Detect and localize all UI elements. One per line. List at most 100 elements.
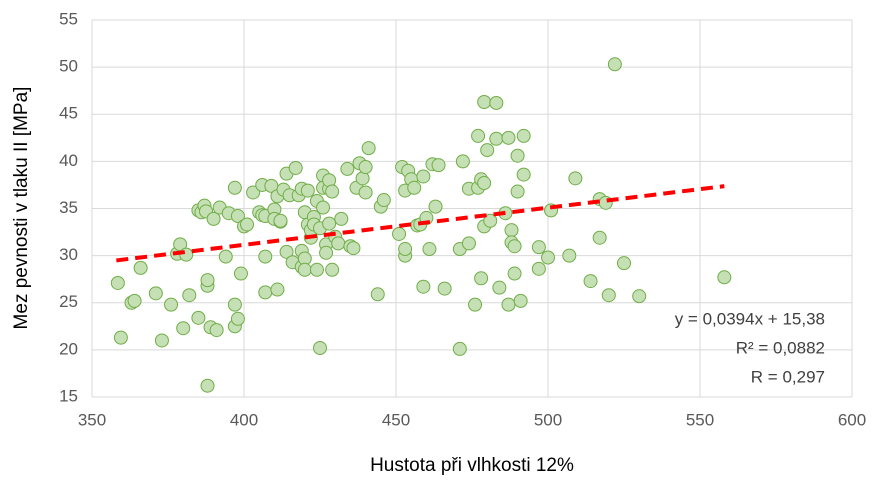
annotation: R = 0,297: [751, 367, 825, 386]
point: [407, 180, 422, 195]
point: [113, 330, 128, 345]
y-tick-label: 15: [59, 386, 78, 405]
point: [507, 266, 522, 281]
y-tick-label: 40: [59, 151, 78, 170]
point: [392, 226, 407, 241]
point: [568, 171, 583, 186]
point: [230, 311, 245, 326]
point: [164, 297, 179, 312]
point: [477, 94, 492, 109]
point: [297, 262, 312, 277]
point: [510, 184, 525, 199]
point: [133, 260, 148, 275]
point: [110, 275, 125, 290]
point: [370, 287, 385, 302]
point: [340, 161, 355, 176]
point: [431, 158, 446, 173]
y-tick-label: 45: [59, 104, 78, 123]
point: [209, 323, 224, 338]
point: [179, 247, 194, 262]
point: [200, 378, 215, 393]
point: [489, 131, 504, 146]
point: [398, 242, 413, 257]
point: [601, 288, 616, 303]
point: [562, 248, 577, 263]
point: [346, 241, 361, 256]
x-tick-label: 550: [686, 410, 714, 429]
point: [492, 280, 507, 295]
annotation: y = 0,0394x + 15,38: [675, 309, 825, 328]
x-tick-label: 600: [838, 410, 866, 429]
point: [218, 249, 233, 264]
point: [191, 310, 206, 325]
point: [477, 176, 492, 191]
point: [182, 288, 197, 303]
y-tick-label: 35: [59, 198, 78, 217]
point: [300, 183, 315, 198]
point: [325, 184, 340, 199]
point: [541, 250, 555, 265]
point: [227, 297, 242, 312]
point: [270, 282, 285, 297]
point: [358, 185, 373, 200]
point: [309, 262, 324, 277]
point: [148, 286, 163, 301]
point: [246, 185, 261, 200]
point: [416, 279, 431, 294]
point: [531, 240, 546, 255]
point: [258, 285, 273, 300]
x-tick-label: 500: [534, 410, 562, 429]
point: [230, 209, 245, 224]
x-tick-label: 450: [382, 410, 410, 429]
point: [513, 293, 528, 308]
point: [501, 297, 516, 312]
point: [717, 270, 732, 285]
y-tick-label: 25: [59, 292, 78, 311]
point: [358, 160, 373, 175]
point: [507, 239, 522, 254]
point: [288, 160, 303, 175]
y-tick-label: 20: [59, 339, 78, 358]
point: [455, 154, 470, 169]
point: [416, 169, 431, 184]
point: [617, 256, 631, 271]
point: [468, 297, 483, 312]
point: [273, 213, 288, 228]
point: [461, 236, 476, 251]
y-axis-title: Mez pevnosti v tlaku II [MPa]: [11, 87, 32, 330]
point: [516, 167, 531, 182]
point: [583, 274, 598, 289]
point: [154, 333, 169, 348]
point: [313, 340, 327, 355]
point: [279, 244, 294, 259]
point: [334, 211, 349, 226]
x-tick-label: 400: [230, 410, 258, 429]
point: [428, 199, 443, 214]
point: [233, 266, 248, 281]
point: [422, 242, 437, 257]
point: [240, 217, 255, 232]
trendline: [116, 184, 725, 263]
x-tick-label: 350: [78, 410, 106, 429]
point: [227, 180, 242, 195]
point: [331, 236, 346, 251]
point: [325, 262, 340, 277]
point: [206, 211, 221, 226]
point: [474, 271, 489, 286]
point: [437, 281, 452, 296]
point: [176, 321, 191, 336]
point: [127, 293, 142, 308]
point: [322, 216, 337, 231]
x-axis-title: Hustota při vlhkosti 12%: [370, 455, 574, 476]
point: [516, 128, 531, 143]
y-tick-label: 55: [59, 9, 78, 28]
annotation: R² = 0,0882: [736, 338, 825, 357]
point: [489, 95, 504, 110]
point: [592, 230, 607, 245]
y-tick-label: 30: [59, 245, 78, 264]
point: [531, 261, 546, 276]
point: [319, 245, 334, 260]
point: [361, 141, 376, 156]
point: [452, 341, 467, 356]
